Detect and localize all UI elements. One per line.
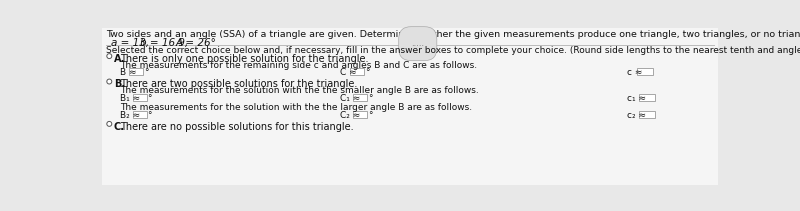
- Text: A = 26°: A = 26°: [176, 38, 217, 48]
- Text: C.: C.: [114, 122, 125, 132]
- Circle shape: [107, 121, 112, 126]
- Bar: [637, 68, 653, 75]
- Text: °: °: [147, 111, 152, 120]
- Text: C ≈: C ≈: [340, 68, 357, 77]
- Text: Selected the correct choice below and, if necessary, fill in the answer boxes to: Selected the correct choice below and, i…: [106, 46, 800, 55]
- Bar: [354, 111, 367, 118]
- Text: °: °: [368, 94, 373, 103]
- Bar: [639, 111, 655, 118]
- Text: .....: .....: [411, 39, 424, 48]
- Text: °: °: [368, 111, 373, 120]
- Text: There is only one possible solution for the triangle.: There is only one possible solution for …: [120, 54, 369, 64]
- Text: c₁ ≈: c₁ ≈: [627, 94, 646, 103]
- Bar: [133, 111, 146, 118]
- Bar: [350, 68, 364, 75]
- Circle shape: [107, 79, 112, 84]
- Bar: [639, 94, 655, 101]
- Text: B₁ ≈: B₁ ≈: [120, 94, 140, 103]
- Text: a = 13,: a = 13,: [111, 38, 149, 48]
- Text: °: °: [144, 68, 149, 77]
- FancyBboxPatch shape: [102, 28, 718, 185]
- Text: The measurements for the solution with the the smaller angle B are as follows.: The measurements for the solution with t…: [120, 86, 479, 95]
- Text: The measurements for the remaining side c and angles B and C are as follows.: The measurements for the remaining side …: [120, 61, 478, 70]
- Text: There are no possible solutions for this triangle.: There are no possible solutions for this…: [120, 122, 354, 132]
- Text: °: °: [147, 94, 152, 103]
- Bar: [133, 94, 146, 101]
- Text: b = 16.9,: b = 16.9,: [140, 38, 189, 48]
- Circle shape: [107, 54, 112, 59]
- Bar: [354, 94, 367, 101]
- Text: c₂ ≈: c₂ ≈: [627, 111, 646, 120]
- Text: C₁ ≈: C₁ ≈: [340, 94, 361, 103]
- Text: B ≈: B ≈: [120, 68, 137, 77]
- Text: There are two possible solutions for the triangle.: There are two possible solutions for the…: [120, 79, 358, 89]
- Text: B.: B.: [114, 79, 125, 89]
- Text: A.: A.: [114, 54, 126, 64]
- Text: The measurements for the solution with the the larger angle B are as follows.: The measurements for the solution with t…: [120, 103, 472, 112]
- Text: B₂ ≈: B₂ ≈: [120, 111, 140, 120]
- Text: C₂ ≈: C₂ ≈: [340, 111, 361, 120]
- Text: °: °: [365, 68, 370, 77]
- Bar: [130, 68, 143, 75]
- Text: Two sides and an angle (SSA) of a triangle are given. Determine whether the give: Two sides and an angle (SSA) of a triang…: [106, 30, 800, 39]
- Text: c ≈: c ≈: [627, 68, 642, 77]
